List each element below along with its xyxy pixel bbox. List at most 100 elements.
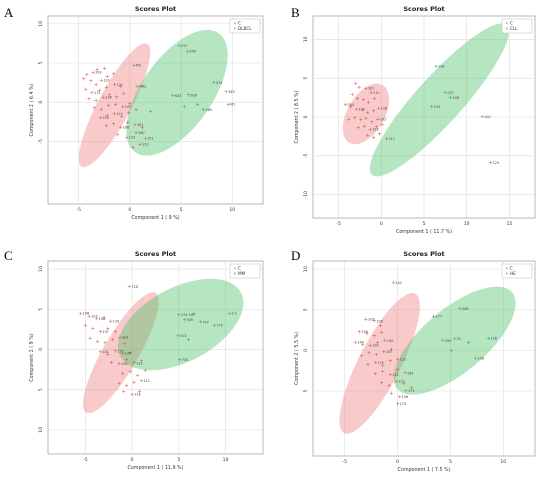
- data-point: +: [372, 319, 376, 325]
- data-point: +: [395, 357, 399, 363]
- y-tick-label: 10: [303, 266, 309, 272]
- x-tick-label: 10: [464, 221, 470, 227]
- data-point: +: [94, 83, 98, 89]
- point-label: 31: [457, 337, 461, 341]
- point-label: 726: [131, 285, 137, 289]
- legend-box: [501, 263, 533, 279]
- data-point: +: [379, 324, 383, 330]
- data-point: +: [111, 122, 115, 128]
- data-point: +: [171, 94, 175, 100]
- data-point: +: [106, 352, 110, 358]
- data-point: +: [123, 341, 127, 347]
- point-label: 110: [103, 78, 109, 82]
- data-point: +: [127, 111, 131, 117]
- panel-letter: A: [4, 5, 14, 20]
- data-point: +: [388, 359, 392, 365]
- x-tick-label: 15: [506, 221, 512, 227]
- panel-d: D Scores Plot + + + + + + + + + + + + + + + + + + + + + + + + + + +…: [275, 244, 550, 488]
- data-point: +: [364, 86, 368, 92]
- data-point: +: [132, 361, 136, 367]
- data-point: +: [368, 343, 372, 349]
- x-tick-label: -5: [336, 221, 341, 227]
- data-point: +: [395, 367, 399, 373]
- point-label: 474: [216, 81, 222, 85]
- data-point: +: [120, 114, 124, 120]
- point-label: 161: [137, 123, 143, 127]
- data-point: +: [176, 333, 180, 339]
- legend-entry: MM: [238, 271, 246, 276]
- y-axis-label: Component 2 ( 5.5 %): [294, 332, 300, 385]
- point-label: 730: [182, 358, 188, 362]
- point-label: 339: [186, 318, 192, 322]
- data-point: +: [104, 85, 108, 91]
- data-point: +: [185, 49, 189, 55]
- data-point: +: [119, 84, 123, 90]
- point-label: 770: [216, 324, 222, 328]
- data-point: +: [224, 90, 228, 96]
- data-point: +: [366, 133, 370, 139]
- point-label: 177: [436, 314, 442, 318]
- x-tick-label: 5: [423, 221, 426, 227]
- data-point: +: [148, 109, 152, 115]
- data-point: +: [198, 320, 202, 326]
- data-point: +: [113, 329, 117, 335]
- point-label: 274 307: [181, 313, 195, 317]
- point-label: 128: [438, 65, 444, 69]
- point-label: 121: [399, 379, 405, 383]
- point-label: 102: [380, 118, 386, 122]
- data-point: +: [87, 97, 91, 103]
- point-label: 157: [117, 349, 123, 353]
- data-point: +: [347, 117, 351, 123]
- point-label: 257: [181, 44, 187, 48]
- data-point: +: [102, 66, 106, 72]
- data-point: +: [177, 312, 181, 318]
- data-point: +: [387, 383, 391, 389]
- x-tick-label: -5: [76, 207, 81, 213]
- point-label: 134: [105, 96, 111, 100]
- data-point: +: [380, 122, 384, 128]
- data-point: +: [127, 284, 131, 290]
- x-tick-label: -5: [342, 459, 347, 465]
- confidence-ellipse: [118, 278, 244, 371]
- data-point: +: [79, 311, 83, 317]
- data-point: +: [458, 307, 462, 313]
- point-label: 237: [447, 91, 453, 95]
- confidence-ellipse: [78, 43, 151, 168]
- point-label: 171: [408, 389, 414, 393]
- point-label: 151: [147, 136, 153, 140]
- point-label: 156: [402, 395, 408, 399]
- point-label: 139: [102, 116, 108, 120]
- confidence-ellipse: [369, 23, 509, 177]
- x-tick-label: 0: [128, 207, 131, 213]
- point-label: 294: [347, 103, 353, 107]
- point-label: 747: [202, 320, 208, 324]
- data-point: +: [353, 115, 357, 121]
- data-point: +: [389, 391, 393, 397]
- data-point: +: [186, 93, 190, 99]
- confidence-ellipse: [393, 286, 516, 395]
- y-tick-label: -5: [38, 139, 44, 144]
- legend-marker: +: [505, 271, 509, 277]
- legend-marker: +: [233, 21, 237, 27]
- data-point: +: [430, 105, 434, 111]
- chart-title: Scores Plot: [403, 5, 444, 13]
- data-point: +: [178, 358, 182, 364]
- data-point: +: [373, 372, 377, 378]
- data-point: +: [139, 378, 143, 384]
- panel-b: B Scores Plot + + + + + + + + + + + + + + + + + + + + + + + + + + +…: [275, 0, 550, 240]
- data-point: +: [128, 350, 132, 356]
- data-point: +: [391, 281, 395, 287]
- data-point: +: [383, 338, 387, 344]
- y-tick-label: 5: [303, 389, 309, 392]
- legend-box: [229, 18, 261, 34]
- data-point: +: [356, 125, 360, 131]
- data-point: +: [124, 358, 128, 364]
- point-label: 100: [484, 115, 490, 119]
- panel-c: C Scores Plot + + + + + + + + + + + + + + + + + + + + + + + + + + +…: [0, 244, 275, 488]
- legend-box: [229, 263, 261, 279]
- y-tick-label: 10: [38, 266, 44, 272]
- point-label: 106: [123, 125, 129, 129]
- point-label: 147: [125, 105, 131, 109]
- confidence-ellipse: [339, 293, 420, 434]
- data-point: +: [105, 74, 109, 80]
